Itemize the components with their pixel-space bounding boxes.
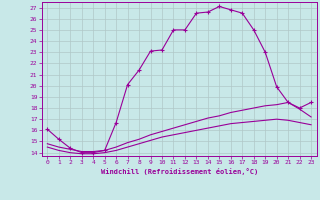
X-axis label: Windchill (Refroidissement éolien,°C): Windchill (Refroidissement éolien,°C)	[100, 168, 258, 175]
